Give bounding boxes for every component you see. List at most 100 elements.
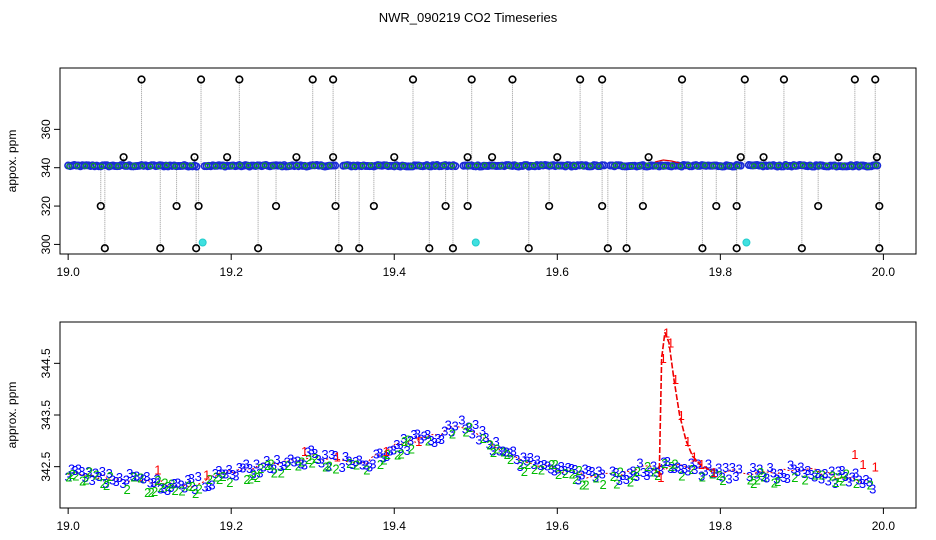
- series-glyph-2: 2: [226, 475, 233, 490]
- data-point: [736, 161, 745, 170]
- data-point: [677, 163, 684, 169]
- series-glyph-3: 3: [852, 466, 859, 481]
- series-glyph-3: 3: [664, 454, 671, 469]
- series-glyph-3: 3: [794, 464, 801, 479]
- series-glyph-3: 3: [599, 467, 606, 482]
- series-glyph-2: 2: [839, 474, 846, 489]
- spike-point: [875, 201, 884, 211]
- series-glyph-3: 3: [167, 480, 174, 495]
- data-point: [750, 163, 757, 169]
- y-axis-top: 300 320 340 360: [39, 119, 60, 254]
- series-glyph-3: 3: [650, 459, 657, 474]
- series-glyph-3: 3: [568, 461, 575, 476]
- data-point: [375, 162, 382, 169]
- series-glyph-2: 2: [493, 441, 500, 456]
- series-glyph-3: 3: [715, 460, 722, 475]
- series-glyph-2: 2: [552, 457, 559, 472]
- series-glyph-2: 2: [271, 465, 278, 480]
- series-glyph-2: 2: [517, 457, 524, 472]
- spike-point: [137, 75, 146, 84]
- series-glyph-3: 3: [160, 481, 167, 496]
- series-glyph-2: 2: [216, 472, 223, 487]
- series-glyph-3: 3: [225, 462, 232, 477]
- data-point: [400, 163, 407, 169]
- series-glyph-2: 2: [678, 468, 685, 483]
- series-glyph-3: 3: [513, 452, 520, 467]
- data-point: [856, 163, 863, 169]
- data-point: [115, 163, 121, 169]
- spike-point: [119, 153, 128, 162]
- spike-point: [487, 153, 497, 162]
- series-glyph-3: 3: [773, 472, 780, 487]
- y-tick-label: 343.5: [39, 400, 53, 430]
- spike-point: [156, 244, 165, 253]
- series-glyph-3: 3: [448, 425, 455, 440]
- spike-point: [331, 201, 340, 211]
- series-glyph-2: 2: [716, 468, 723, 483]
- series-glyph-2: 2: [130, 469, 137, 484]
- spike-point: [100, 244, 109, 253]
- series-glyph-2: 2: [651, 464, 658, 479]
- series-glyph-2: 2: [353, 458, 360, 473]
- series-glyph-3: 3: [208, 477, 215, 492]
- data-point: [172, 163, 178, 170]
- series-glyph-1: 1: [684, 434, 691, 449]
- series-glyph-3: 3: [85, 464, 92, 479]
- data-point: [865, 163, 871, 170]
- cyan-point: [198, 238, 207, 247]
- data-layer-top: [64, 75, 884, 253]
- series-glyph-3: 3: [308, 443, 315, 458]
- data-point: [343, 162, 349, 169]
- series-glyph-2: 2: [654, 468, 661, 483]
- series-glyph-3: 3: [527, 450, 534, 465]
- series-glyph-2: 2: [463, 424, 470, 439]
- series-glyph-3: 3: [558, 459, 565, 474]
- series-glyph-3: 3: [263, 453, 270, 468]
- series-glyph-2: 2: [312, 451, 319, 466]
- series-glyph-3: 3: [143, 469, 150, 484]
- data-point: [327, 162, 333, 169]
- series-glyph-2: 2: [579, 478, 586, 493]
- series-glyph-3: 3: [123, 472, 130, 487]
- series-glyph-3: 3: [629, 463, 636, 478]
- data-point: [359, 162, 366, 169]
- series-glyph-3: 3: [869, 482, 876, 497]
- series-glyph-3: 3: [424, 427, 431, 442]
- series-glyph-2: 2: [671, 457, 678, 472]
- y-tick-label: 300: [39, 234, 53, 254]
- series-glyph-3: 3: [479, 423, 486, 438]
- data-point: [245, 162, 252, 169]
- series-glyph-3: 3: [126, 466, 133, 481]
- series-glyph-2: 2: [195, 481, 202, 496]
- series-glyph-3: 3: [695, 457, 702, 472]
- spike-point: [448, 244, 458, 253]
- series-glyph-3: 3: [410, 427, 417, 442]
- series-glyph-3: 3: [184, 472, 191, 487]
- series-glyph-3: 3: [232, 469, 239, 484]
- series-glyph-2: 2: [397, 447, 404, 462]
- series-glyph-3: 3: [691, 462, 698, 477]
- series-glyph-2: 2: [610, 469, 617, 484]
- spike-point: [850, 75, 859, 84]
- series-glyph-3: 3: [849, 469, 856, 484]
- series-glyph-2: 2: [326, 458, 333, 473]
- series-glyph-3: 3: [280, 458, 287, 473]
- series-glyph-3: 3: [530, 457, 537, 472]
- series-glyph-2: 2: [630, 468, 637, 483]
- data-point: [775, 162, 782, 169]
- spike-point: [508, 75, 517, 84]
- series-glyph-1: 1: [660, 351, 667, 366]
- series-glyph-3: 3: [784, 471, 791, 486]
- series-glyph-2: 2: [185, 479, 192, 494]
- data-point: [123, 163, 129, 169]
- series-glyph-3: 3: [787, 458, 794, 473]
- series-glyph-2: 2: [757, 465, 764, 480]
- x-tick-label: 19.0: [56, 519, 80, 533]
- series-glyph-3: 3: [722, 460, 729, 475]
- series-glyph-1: 1: [710, 465, 717, 480]
- series-glyph-2: 2: [332, 461, 339, 476]
- series-glyph-3: 3: [845, 475, 852, 490]
- spike-point: [308, 75, 317, 84]
- data-point: [392, 163, 398, 169]
- series-glyph-3: 3: [359, 458, 366, 473]
